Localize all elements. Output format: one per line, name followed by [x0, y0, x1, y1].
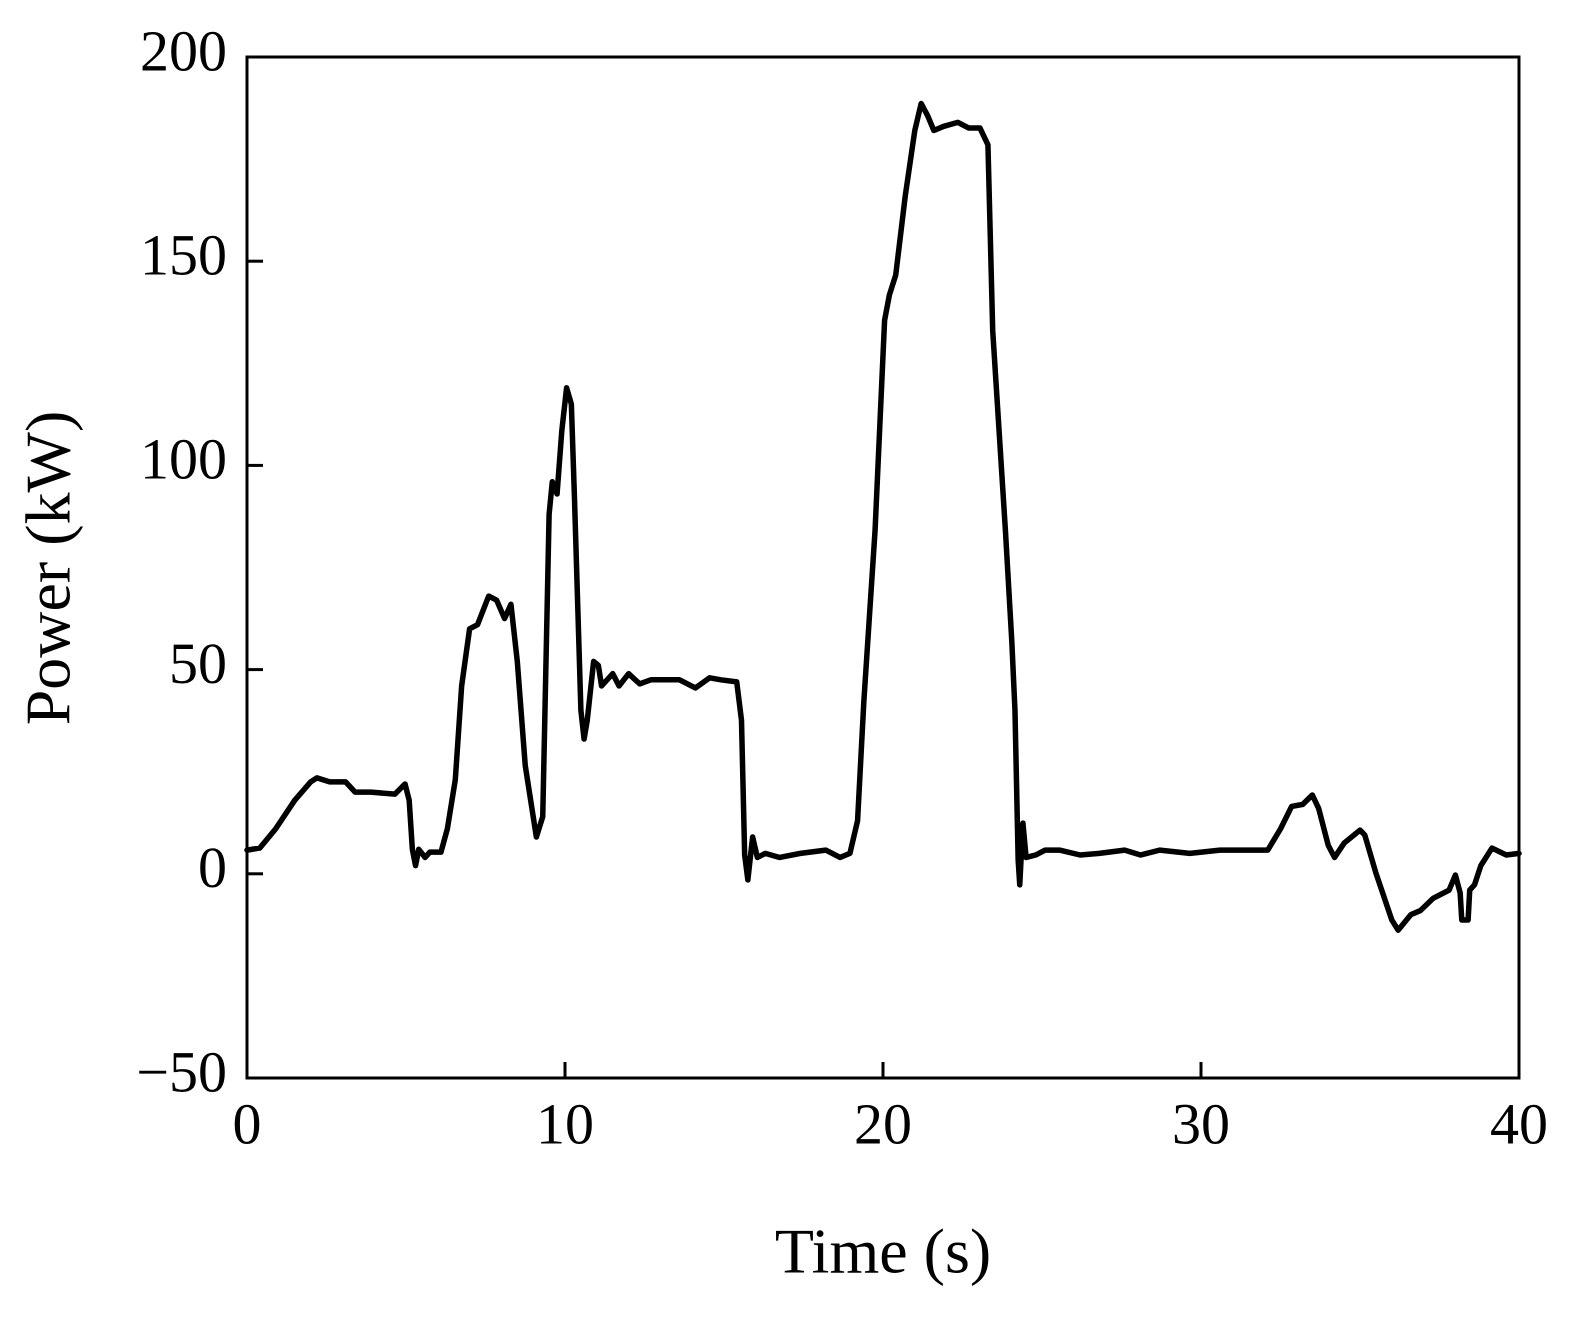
y-tick-label: 200 [140, 18, 227, 83]
y-tick-label: 150 [140, 223, 227, 288]
data-line [244, 100, 1522, 933]
x-tick-label: 0 [233, 1091, 262, 1156]
y-tick-label: −50 [136, 1039, 227, 1104]
y-tick-label: 50 [169, 631, 227, 696]
x-tick-label: 40 [1490, 1091, 1548, 1156]
plot-frame [245, 55, 1521, 1080]
y-axis-title: Power (kW) [13, 411, 84, 726]
x-tick-label: 20 [854, 1091, 912, 1156]
x-tick-label: 30 [1172, 1091, 1230, 1156]
y-tick-label: 0 [198, 835, 227, 900]
y-tick-label: 100 [140, 427, 227, 492]
x-tick-label: 10 [536, 1091, 594, 1156]
x-axis-title: Time (s) [775, 1216, 991, 1287]
